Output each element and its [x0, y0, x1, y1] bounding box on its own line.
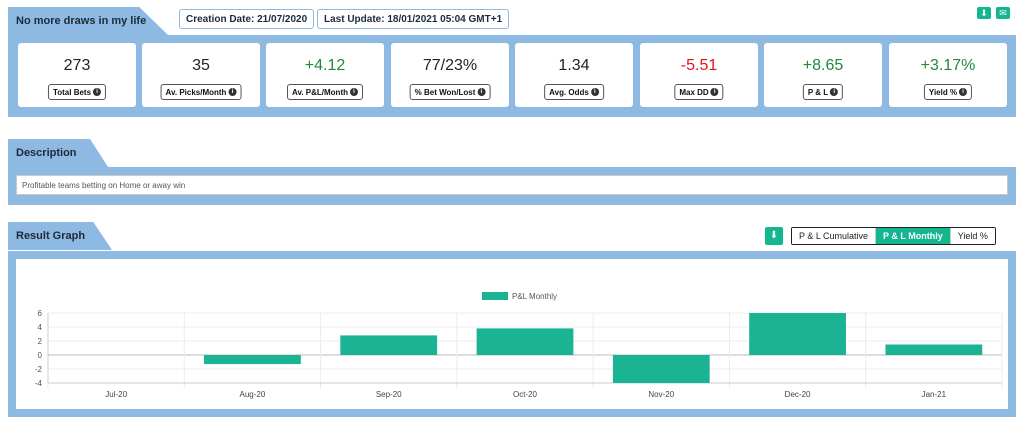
stat-label-text: Av. Picks/Month	[165, 87, 227, 97]
stat-label[interactable]: Yield % i	[923, 84, 973, 100]
stat-card: +3.17% Yield % i	[889, 43, 1007, 107]
info-icon[interactable]: i	[228, 88, 237, 96]
stat-card: +4.12 Av. P&L/Month i	[266, 43, 384, 107]
pl-monthly-chart: 6 4 2 0 -2 -4 Jul-20 Aug-20 Sep-20 Oct-20 Nov-20 De…	[35, 292, 1003, 399]
description-title: Description	[16, 147, 77, 159]
graph-mode-toggle: P & L Cumulative P & L Monthly Yield %	[791, 227, 996, 245]
mail-button[interactable]: ✉	[996, 7, 1010, 19]
bar	[340, 335, 438, 355]
x-tick-label: Aug-20	[240, 390, 266, 399]
info-icon[interactable]: i	[710, 88, 719, 96]
bar	[204, 355, 301, 365]
stat-label-text: Max DD	[679, 87, 709, 97]
download-icon: ⬇	[769, 230, 779, 241]
info-icon[interactable]: i	[830, 88, 839, 96]
legend-swatch	[482, 292, 508, 300]
y-tick-label: -2	[35, 365, 43, 374]
bar	[749, 313, 846, 355]
stat-value: +8.65	[802, 57, 844, 74]
chart-panel: 6 4 2 0 -2 -4 Jul-20 Aug-20 Sep-20 Oct-20 Nov-20 De…	[8, 251, 1016, 417]
stat-label[interactable]: Avg. Odds i	[544, 84, 604, 100]
info-icon[interactable]: i	[93, 88, 102, 96]
stat-card: 273 Total Bets i	[18, 43, 136, 107]
download-icon: ⬇	[980, 7, 988, 18]
stat-card: -5.51 Max DD i	[640, 43, 758, 107]
creation-date-badge: Creation Date: 21/07/2020	[179, 9, 315, 29]
y-tick-label: 4	[38, 323, 43, 332]
toggle-yield[interactable]: Yield %	[949, 228, 995, 244]
toggle-pl-monthly[interactable]: P & L Monthly	[875, 228, 950, 244]
stat-card: 35 Av. Picks/Month i	[142, 43, 260, 107]
mail-icon: ✉	[999, 7, 1007, 18]
bar	[476, 328, 574, 355]
info-icon[interactable]: i	[350, 88, 358, 96]
stat-label-text: Total Bets	[52, 87, 92, 97]
y-tick-label: -4	[35, 379, 43, 388]
stat-card: 77/23% % Bet Won/Lost i	[391, 43, 509, 107]
x-tick-label: Nov-20	[648, 390, 674, 399]
y-tick-label: 6	[38, 309, 43, 318]
description-tab: Description	[8, 139, 108, 167]
strategy-title: No more draws in my life	[16, 15, 147, 27]
info-icon[interactable]: i	[959, 88, 968, 96]
result-graph-tab: Result Graph	[8, 222, 112, 250]
stats-panel: 273 Total Bets i 35 Av. Picks/Month i +4.12 Av.…	[8, 35, 1016, 117]
stat-label-text: Yield %	[928, 87, 958, 97]
stat-label[interactable]: % Bet Won/Lost i	[409, 84, 491, 100]
stat-value: +3.17%	[920, 57, 976, 74]
strategy-title-tab: No more draws in my life	[8, 7, 168, 35]
stat-card: 1.34 Avg. Odds i	[515, 43, 633, 107]
x-tick-label: Dec-20	[785, 390, 811, 399]
y-tick-label: 2	[38, 337, 43, 346]
legend-label: P&L Monthly	[512, 292, 557, 301]
result-graph-title: Result Graph	[16, 230, 86, 242]
stat-label[interactable]: Total Bets i	[47, 84, 107, 100]
y-tick-label: 0	[38, 351, 43, 360]
stat-value: 1.34	[558, 57, 590, 74]
stat-value: 77/23%	[422, 57, 478, 74]
stat-value: 273	[63, 57, 91, 74]
chart-area: 6 4 2 0 -2 -4 Jul-20 Aug-20 Sep-20 Oct-20 Nov-20 De…	[16, 259, 1008, 409]
graph-download-button[interactable]: ⬇	[765, 227, 783, 245]
stat-value: 35	[192, 57, 210, 74]
description-panel: Profitable teams betting on Home or away…	[8, 167, 1016, 205]
stat-label-text: P & L	[807, 87, 829, 97]
stat-label-text: % Bet Won/Lost	[414, 87, 476, 97]
x-tick-label: Jan-21	[922, 390, 947, 399]
last-update-badge: Last Update: 18/01/2021 05:04 GMT+1	[317, 9, 510, 29]
stat-value: +4.12	[304, 57, 346, 74]
info-icon[interactable]: i	[590, 88, 599, 96]
x-tick-label: Sep-20	[376, 390, 402, 399]
stat-label[interactable]: Max DD i	[674, 84, 724, 100]
bar	[612, 355, 710, 383]
bar	[885, 344, 983, 355]
x-tick-label: Oct-20	[513, 390, 538, 399]
toggle-pl-cumulative[interactable]: P & L Cumulative	[792, 228, 876, 244]
stat-value: -5.51	[680, 57, 718, 74]
x-tick-label: Jul-20	[105, 390, 127, 399]
info-icon[interactable]: i	[477, 88, 486, 96]
download-button[interactable]: ⬇	[977, 7, 991, 19]
stat-label-text: Av. P&L/Month	[292, 87, 348, 97]
stat-label[interactable]: Av. Picks/Month i	[160, 84, 242, 100]
stat-label[interactable]: Av. P&L/Month i	[287, 84, 363, 100]
stat-label-text: Avg. Odds	[549, 87, 589, 97]
description-text: Profitable teams betting on Home or away…	[16, 175, 1008, 195]
